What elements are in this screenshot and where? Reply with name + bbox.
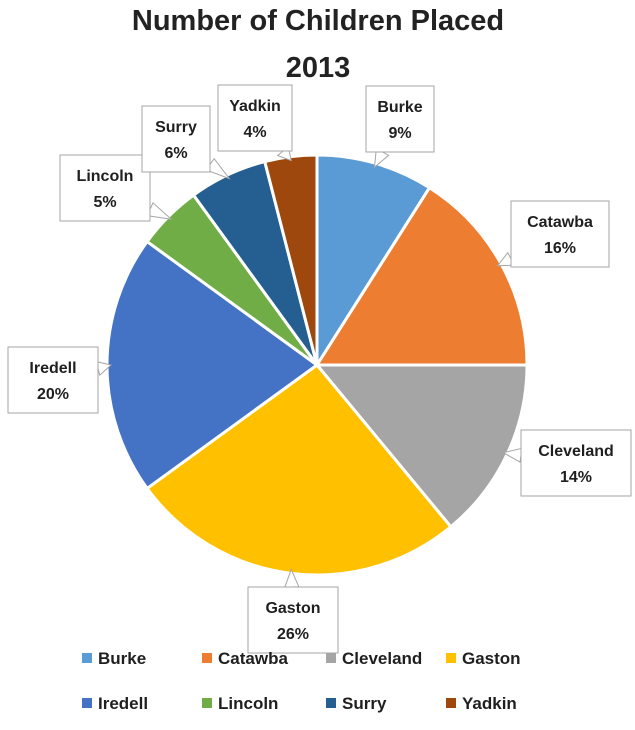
callout-box	[141, 105, 211, 173]
legend-label: Iredell	[98, 694, 148, 713]
data-label-iredell: Iredell 20%	[7, 346, 113, 414]
data-label-category: Catawba	[527, 214, 593, 231]
callout-box	[247, 586, 339, 654]
legend-swatch	[446, 653, 456, 663]
legend-swatch	[82, 653, 92, 663]
legend-swatch	[326, 653, 336, 663]
data-label-category: Lincoln	[77, 168, 134, 185]
legend-item-cleveland: Cleveland	[326, 649, 422, 668]
data-label-percent: 9%	[388, 125, 411, 142]
data-label-category: Gaston	[265, 600, 320, 617]
data-label-percent: 5%	[93, 194, 116, 211]
chart-title: Number of Children Placed	[132, 5, 504, 37]
data-label-percent: 14%	[560, 469, 592, 486]
data-label-gaston: Gaston 26%	[247, 568, 339, 654]
legend-swatch	[202, 653, 212, 663]
data-label-yadkin: Yadkin 4%	[217, 84, 293, 162]
callout-box	[59, 154, 151, 222]
legend-label: Burke	[98, 649, 146, 668]
legend-item-gaston: Gaston	[446, 649, 521, 668]
data-label-category: Iredell	[29, 360, 76, 377]
legend-label: Cleveland	[342, 649, 422, 668]
callout-box	[520, 429, 632, 497]
data-label-category: Yadkin	[229, 98, 281, 115]
data-label-category: Surry	[155, 119, 197, 136]
callout-pointer	[146, 202, 173, 221]
legend-label: Lincoln	[218, 694, 278, 713]
data-label-percent: 6%	[164, 145, 187, 162]
legend-label: Surry	[342, 694, 387, 713]
data-label-category: Cleveland	[538, 443, 614, 460]
data-label-percent: 16%	[544, 240, 576, 257]
legend-swatch	[202, 698, 212, 708]
data-labels: Burke 9% Catawba 16% Cleveland 14% Gaston 26% Ir…	[7, 84, 632, 654]
data-label-percent: 26%	[277, 626, 309, 643]
legend-item-iredell: Iredell	[82, 694, 148, 713]
legend-label: Gaston	[462, 649, 521, 668]
legend-label: Yadkin	[462, 694, 517, 713]
callout-box	[7, 346, 99, 414]
legend-swatch	[446, 698, 456, 708]
legend-item-yadkin: Yadkin	[446, 694, 517, 713]
data-label-percent: 20%	[37, 386, 69, 403]
legend-swatch	[82, 698, 92, 708]
data-label-percent: 4%	[243, 124, 266, 141]
legend-label: Catawba	[218, 649, 288, 668]
data-label-lincoln: Lincoln 5%	[59, 154, 173, 222]
legend: Burke Catawba Cleveland Gaston Iredell Lincol…	[82, 649, 521, 713]
chart-subtitle: 2013	[286, 52, 351, 84]
callout-box	[365, 85, 435, 153]
legend-item-catawba: Catawba	[202, 649, 288, 668]
data-label-surry: Surry 6%	[141, 105, 231, 180]
legend-item-burke: Burke	[82, 649, 146, 668]
legend-item-lincoln: Lincoln	[202, 694, 278, 713]
callout-box	[217, 84, 293, 152]
data-label-catawba: Catawba 16%	[496, 200, 610, 268]
callout-box	[510, 200, 610, 268]
legend-swatch	[326, 698, 336, 708]
data-label-cleveland: Cleveland 14%	[502, 429, 632, 497]
data-label-burke: Burke 9%	[365, 85, 435, 169]
data-label-category: Burke	[377, 99, 422, 116]
legend-item-surry: Surry	[326, 694, 387, 713]
